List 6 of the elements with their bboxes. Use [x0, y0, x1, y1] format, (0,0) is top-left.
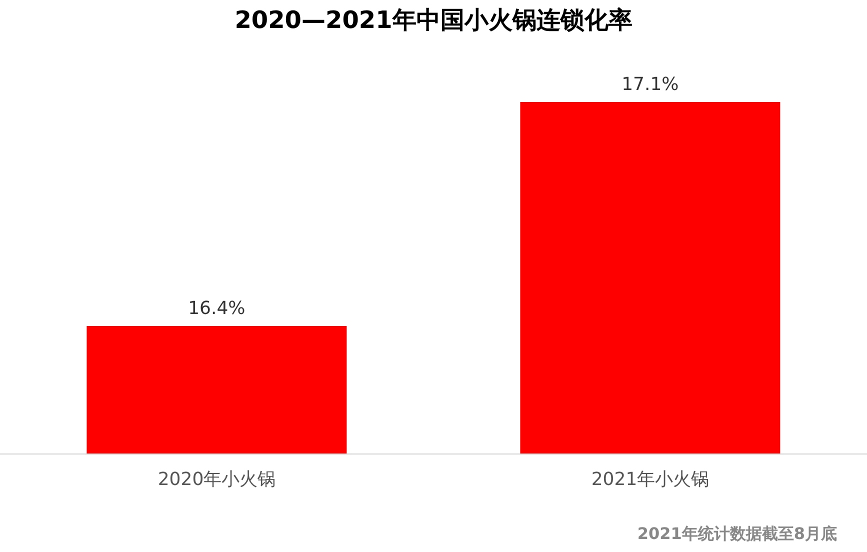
chart-title: 2020—2021年中国小火锅连锁化率	[234, 5, 634, 36]
x-tick-label: 2021年小火锅	[591, 468, 710, 490]
text: 2021年统计数据截至8月底	[637, 524, 837, 545]
x-tick-label: 2020年小火锅	[158, 468, 276, 490]
data-label: 17.1%	[622, 74, 679, 95]
data-label: 16.4%	[188, 298, 246, 319]
